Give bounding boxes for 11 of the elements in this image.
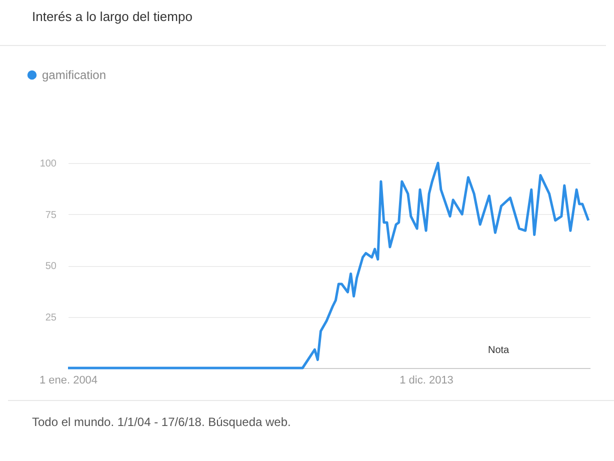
x-tick-label: 1 ene. 2004 [39,374,98,386]
line-series [66,162,590,370]
y-tick-label: 25 [45,312,57,324]
annotation: Nota [488,345,510,356]
y-tick-label: 50 [45,261,57,272]
legend-label: gamification [42,68,106,82]
x-tick-label: 1 dic. 2013 [400,374,454,386]
text: Todo el mundo. 1/1/04 - 17/6/18. Búsqueda web. [8,400,614,429]
y-tick-label: 100 [40,158,57,170]
chart-title: Interés a lo largo del tiempo [0,0,606,46]
y-tick-label: 75 [45,210,57,221]
